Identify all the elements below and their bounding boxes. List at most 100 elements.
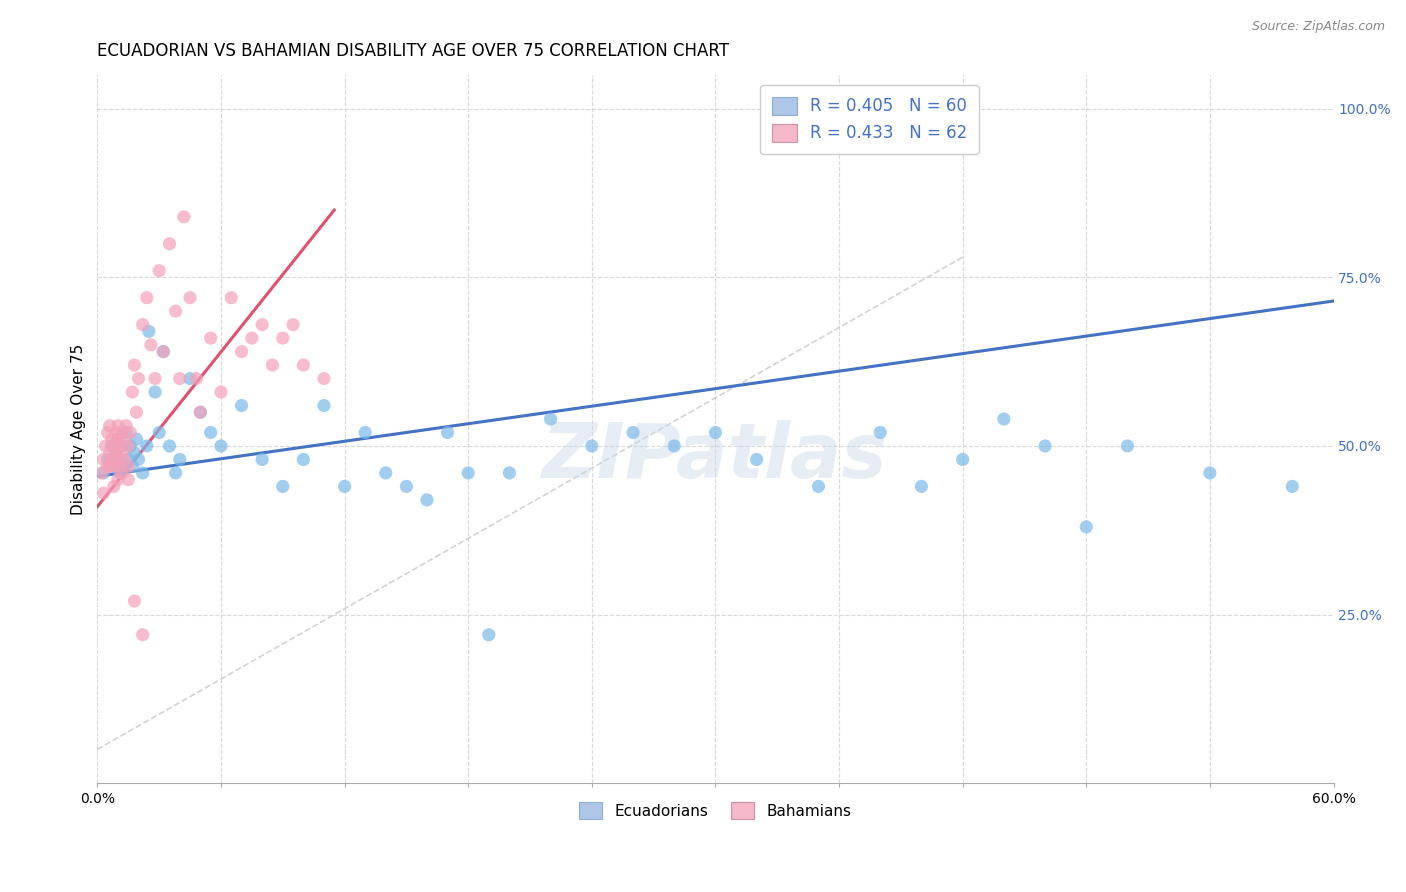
Point bbox=[111, 466, 134, 480]
Point bbox=[128, 452, 150, 467]
Point bbox=[952, 452, 974, 467]
Point bbox=[107, 432, 129, 446]
Point bbox=[135, 439, 157, 453]
Point bbox=[190, 405, 212, 419]
Point bbox=[120, 439, 142, 453]
Point bbox=[98, 446, 121, 460]
Point bbox=[457, 466, 479, 480]
Point bbox=[152, 344, 174, 359]
Point bbox=[124, 446, 146, 460]
Text: Source: ZipAtlas.com: Source: ZipAtlas.com bbox=[1251, 20, 1385, 33]
Point bbox=[98, 459, 121, 474]
Point bbox=[250, 452, 273, 467]
Point bbox=[107, 452, 129, 467]
Point bbox=[333, 479, 356, 493]
Point bbox=[100, 452, 122, 467]
Point bbox=[117, 459, 139, 474]
Point bbox=[312, 399, 335, 413]
Point bbox=[159, 236, 181, 251]
Point bbox=[120, 425, 142, 440]
Point bbox=[240, 331, 263, 345]
Point bbox=[103, 479, 125, 493]
Point bbox=[179, 291, 201, 305]
Point bbox=[1076, 520, 1098, 534]
Point bbox=[94, 439, 117, 453]
Point bbox=[152, 344, 174, 359]
Point bbox=[173, 210, 195, 224]
Point bbox=[621, 425, 644, 440]
Point bbox=[103, 459, 125, 474]
Point bbox=[581, 439, 603, 453]
Point bbox=[869, 425, 891, 440]
Point bbox=[93, 466, 115, 480]
Point bbox=[111, 446, 134, 460]
Point bbox=[1199, 466, 1222, 480]
Point bbox=[231, 399, 253, 413]
Point bbox=[117, 452, 139, 467]
Point bbox=[108, 466, 131, 480]
Point bbox=[910, 479, 932, 493]
Point bbox=[200, 425, 222, 440]
Point bbox=[103, 459, 125, 474]
Point bbox=[117, 439, 139, 453]
Point bbox=[250, 318, 273, 332]
Point bbox=[100, 439, 122, 453]
Point bbox=[115, 425, 138, 440]
Point bbox=[104, 446, 127, 460]
Point bbox=[209, 385, 232, 400]
Point bbox=[159, 439, 181, 453]
Point bbox=[125, 432, 148, 446]
Point bbox=[498, 466, 520, 480]
Text: ZIPatlas: ZIPatlas bbox=[543, 420, 889, 494]
Point bbox=[107, 418, 129, 433]
Point bbox=[131, 318, 153, 332]
Point bbox=[143, 385, 166, 400]
Point bbox=[93, 486, 115, 500]
Point bbox=[271, 479, 294, 493]
Point bbox=[131, 628, 153, 642]
Point bbox=[745, 452, 768, 467]
Point bbox=[190, 405, 212, 419]
Point bbox=[807, 479, 830, 493]
Point bbox=[292, 358, 315, 372]
Point bbox=[90, 466, 112, 480]
Point bbox=[107, 432, 129, 446]
Point bbox=[165, 304, 187, 318]
Point bbox=[128, 371, 150, 385]
Point bbox=[112, 432, 135, 446]
Y-axis label: Disability Age Over 75: Disability Age Over 75 bbox=[72, 343, 86, 515]
Point bbox=[121, 459, 143, 474]
Point bbox=[103, 439, 125, 453]
Point bbox=[104, 425, 127, 440]
Point bbox=[436, 425, 458, 440]
Point bbox=[121, 385, 143, 400]
Point bbox=[98, 418, 121, 433]
Text: ECUADORIAN VS BAHAMIAN DISABILITY AGE OVER 75 CORRELATION CHART: ECUADORIAN VS BAHAMIAN DISABILITY AGE OV… bbox=[97, 42, 730, 60]
Point bbox=[165, 466, 187, 480]
Point bbox=[107, 452, 129, 467]
Point bbox=[374, 466, 396, 480]
Point bbox=[143, 371, 166, 385]
Point bbox=[186, 371, 208, 385]
Point bbox=[97, 425, 120, 440]
Point bbox=[148, 263, 170, 277]
Point bbox=[271, 331, 294, 345]
Point bbox=[540, 412, 562, 426]
Point bbox=[354, 425, 377, 440]
Point bbox=[108, 439, 131, 453]
Point bbox=[312, 371, 335, 385]
Point bbox=[1033, 439, 1056, 453]
Point bbox=[993, 412, 1015, 426]
Point bbox=[200, 331, 222, 345]
Point bbox=[1116, 439, 1139, 453]
Point bbox=[416, 492, 439, 507]
Point bbox=[97, 452, 120, 467]
Point bbox=[104, 446, 127, 460]
Point bbox=[111, 425, 134, 440]
Point bbox=[107, 473, 129, 487]
Point bbox=[124, 358, 146, 372]
Point bbox=[169, 452, 191, 467]
Point bbox=[124, 594, 146, 608]
Point bbox=[148, 425, 170, 440]
Point bbox=[704, 425, 727, 440]
